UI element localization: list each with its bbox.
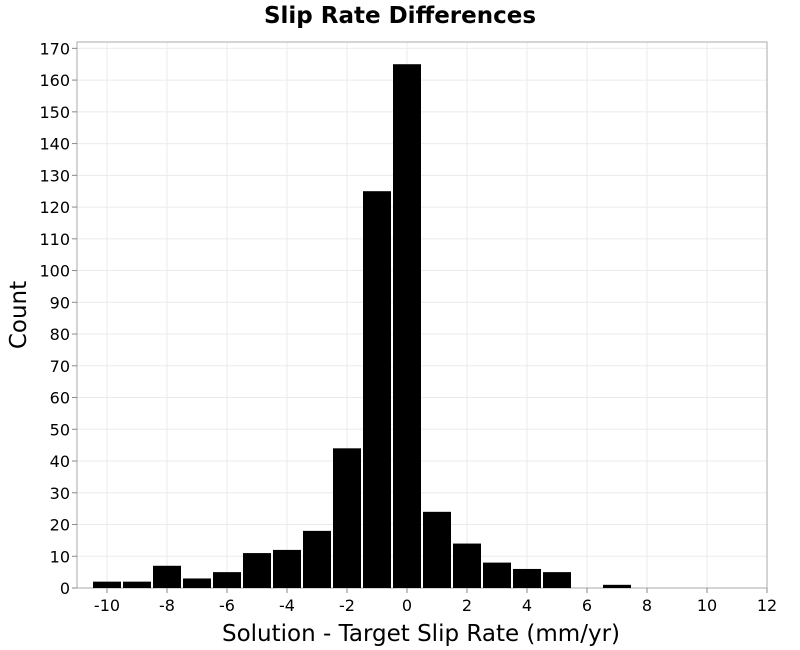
x-tick-label: -4 — [279, 596, 295, 615]
y-tick-label: 150 — [39, 103, 70, 122]
y-tick-label: 50 — [50, 420, 70, 439]
y-tick-label: 10 — [50, 547, 70, 566]
histogram-bar — [273, 549, 301, 588]
x-tick-label: 0 — [402, 596, 412, 615]
x-tick-label: 4 — [522, 596, 532, 615]
y-axis-label: Count — [6, 281, 32, 349]
y-tick-label: 70 — [50, 357, 70, 376]
x-tick-label: 10 — [697, 596, 717, 615]
histogram-bar — [243, 553, 271, 588]
histogram-bar — [423, 511, 451, 588]
x-tick-label: -2 — [339, 596, 355, 615]
y-tick-label: 80 — [50, 325, 70, 344]
y-tick-label: 160 — [39, 71, 70, 90]
x-tick-label: 12 — [757, 596, 777, 615]
histogram-bar — [543, 572, 571, 588]
x-tick-label: 8 — [642, 596, 652, 615]
histogram-bar — [513, 568, 541, 588]
histogram-bar — [363, 191, 391, 588]
histogram-bar — [333, 448, 361, 588]
histogram-bar — [453, 543, 481, 588]
histogram-bar — [603, 584, 631, 588]
chart-title: Slip Rate Differences — [264, 3, 536, 29]
bars — [93, 64, 631, 588]
x-tick-label: -10 — [94, 596, 120, 615]
y-tick-label: 60 — [50, 389, 70, 408]
y-tick-label: 100 — [39, 262, 70, 281]
histogram-bar — [123, 581, 151, 588]
histogram-bar — [393, 64, 421, 588]
histogram-bar — [93, 581, 121, 588]
histogram-bar — [213, 572, 241, 588]
x-axis: -10 -8 -6 -4 -2 0 2 4 6 8 10 12 — [94, 588, 777, 615]
y-tick-label: 0 — [60, 579, 70, 598]
y-tick-label: 170 — [39, 39, 70, 58]
plot-area — [76, 41, 768, 589]
y-tick-label: 20 — [50, 516, 70, 535]
x-tick-label: -6 — [219, 596, 235, 615]
grid — [77, 42, 768, 589]
y-tick-label: 30 — [50, 484, 70, 503]
y-tick-label: 90 — [50, 293, 70, 312]
y-tick-label: 120 — [39, 198, 70, 217]
x-tick-label: 6 — [582, 596, 592, 615]
y-axis: 0 10 20 30 40 50 60 70 80 90 100 110 120 130 140 150 160… — [39, 39, 77, 598]
y-tick-label: 40 — [50, 452, 70, 471]
x-tick-label: -8 — [159, 596, 175, 615]
histogram-bar — [303, 530, 331, 588]
y-tick-label: 140 — [39, 135, 70, 154]
y-tick-label: 110 — [39, 230, 70, 249]
histogram-bar — [153, 565, 181, 588]
x-axis-label: Solution - Target Slip Rate (mm/yr) — [222, 621, 620, 647]
y-tick-label: 130 — [39, 166, 70, 185]
histogram-bar — [183, 578, 211, 588]
x-tick-label: 2 — [462, 596, 472, 615]
histogram-bar — [483, 562, 511, 588]
